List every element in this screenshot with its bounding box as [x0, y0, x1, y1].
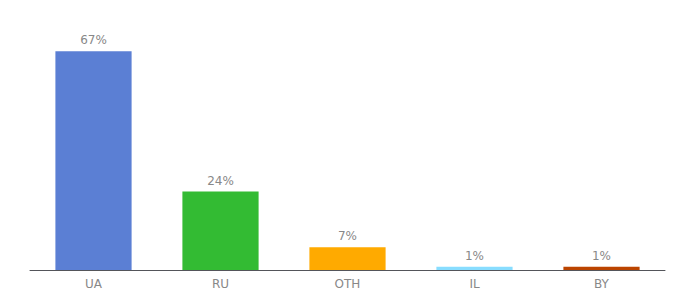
svg-text:BY: BY: [594, 277, 610, 291]
svg-text:RU: RU: [212, 277, 229, 291]
svg-text:UA: UA: [85, 277, 103, 291]
svg-text:1%: 1%: [592, 249, 611, 263]
svg-text:24%: 24%: [207, 174, 234, 188]
svg-text:1%: 1%: [465, 249, 484, 263]
svg-text:7%: 7%: [338, 229, 357, 243]
svg-text:IL: IL: [469, 277, 480, 291]
svg-text:67%: 67%: [80, 33, 107, 47]
svg-text:OTH: OTH: [335, 277, 361, 291]
